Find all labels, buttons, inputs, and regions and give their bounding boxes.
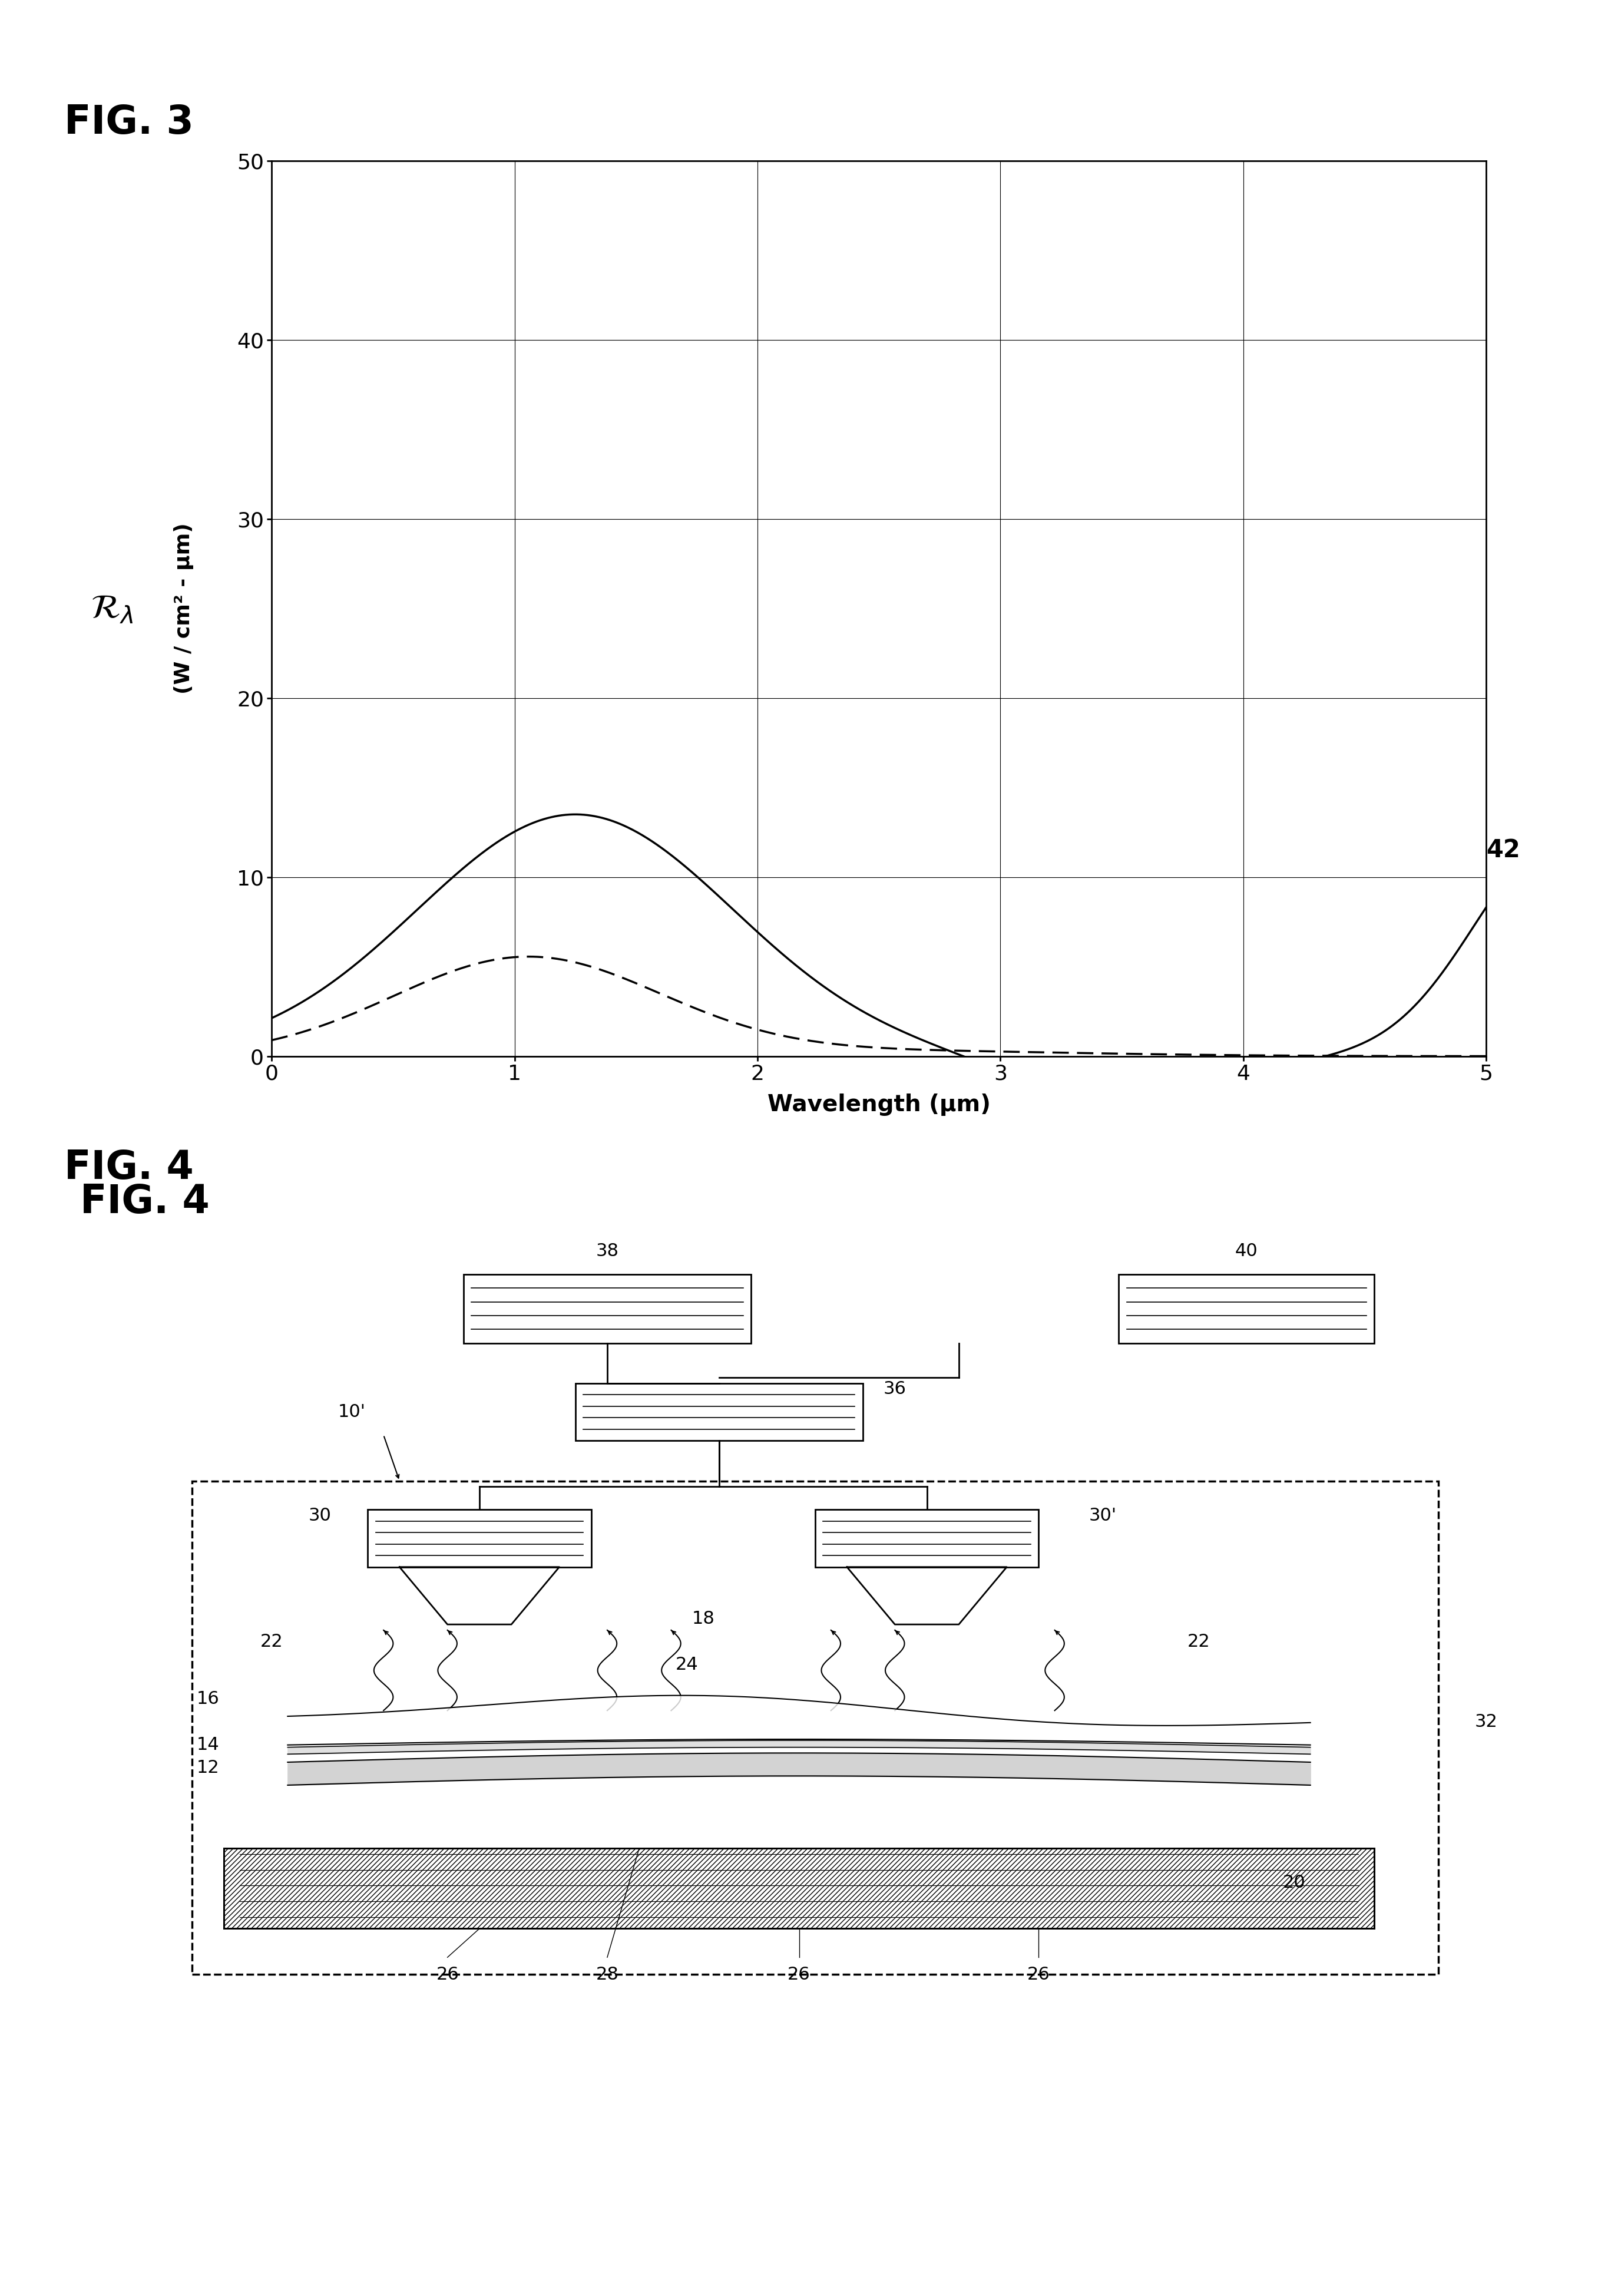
Text: 12: 12 <box>197 1759 219 1777</box>
Text: $\mathcal{R}_\lambda$: $\mathcal{R}_\lambda$ <box>91 592 133 625</box>
X-axis label: Wavelength (μm): Wavelength (μm) <box>767 1093 991 1116</box>
Text: FIG. 4: FIG. 4 <box>64 1148 193 1187</box>
Text: 20: 20 <box>1283 1874 1306 1892</box>
Text: 24: 24 <box>676 1655 698 1674</box>
Text: 22: 22 <box>1187 1632 1210 1651</box>
Text: 30: 30 <box>308 1506 331 1525</box>
Text: FIG. 4: FIG. 4 <box>80 1182 209 1221</box>
Text: 14: 14 <box>197 1736 219 1754</box>
Text: 22: 22 <box>260 1632 283 1651</box>
Text: 28: 28 <box>596 1965 618 1984</box>
Text: 38: 38 <box>596 1242 618 1261</box>
Text: 10': 10' <box>337 1403 366 1421</box>
Text: 40: 40 <box>1235 1242 1258 1261</box>
Bar <box>224 1848 1374 1929</box>
Bar <box>368 1511 591 1566</box>
Bar <box>463 1274 751 1343</box>
Text: FIG. 3: FIG. 3 <box>64 103 193 142</box>
Text: 16: 16 <box>197 1690 219 1708</box>
Text: 26: 26 <box>1028 1965 1050 1984</box>
Bar <box>1119 1274 1374 1343</box>
Text: 18: 18 <box>692 1609 714 1628</box>
Text: 26: 26 <box>436 1965 459 1984</box>
Text: 42: 42 <box>1486 838 1520 863</box>
Text: 32: 32 <box>1475 1713 1497 1731</box>
Text: (W / cm² - μm): (W / cm² - μm) <box>174 523 193 693</box>
Text: 36: 36 <box>884 1380 906 1398</box>
Bar <box>815 1511 1039 1566</box>
Bar <box>192 1481 1438 1975</box>
Text: 26: 26 <box>788 1965 810 1984</box>
Bar <box>575 1382 863 1442</box>
Text: 30': 30' <box>1088 1506 1117 1525</box>
